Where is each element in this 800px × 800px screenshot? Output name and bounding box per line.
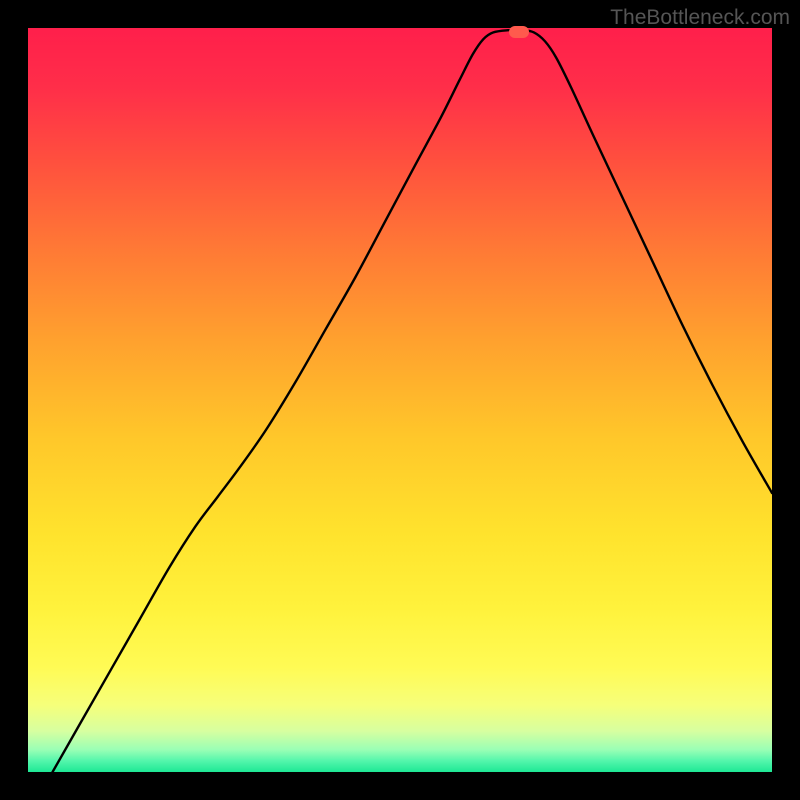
gradient-background	[28, 28, 772, 772]
chart-container: TheBottleneck.com	[0, 0, 800, 800]
highlight-marker	[509, 26, 529, 38]
watermark-text: TheBottleneck.com	[610, 6, 790, 30]
plot-svg	[28, 28, 772, 772]
plot-area	[28, 28, 772, 772]
